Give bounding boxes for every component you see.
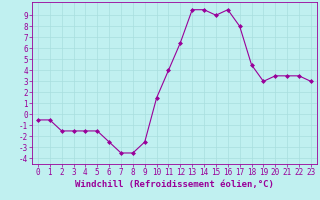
X-axis label: Windchill (Refroidissement éolien,°C): Windchill (Refroidissement éolien,°C)	[75, 180, 274, 189]
